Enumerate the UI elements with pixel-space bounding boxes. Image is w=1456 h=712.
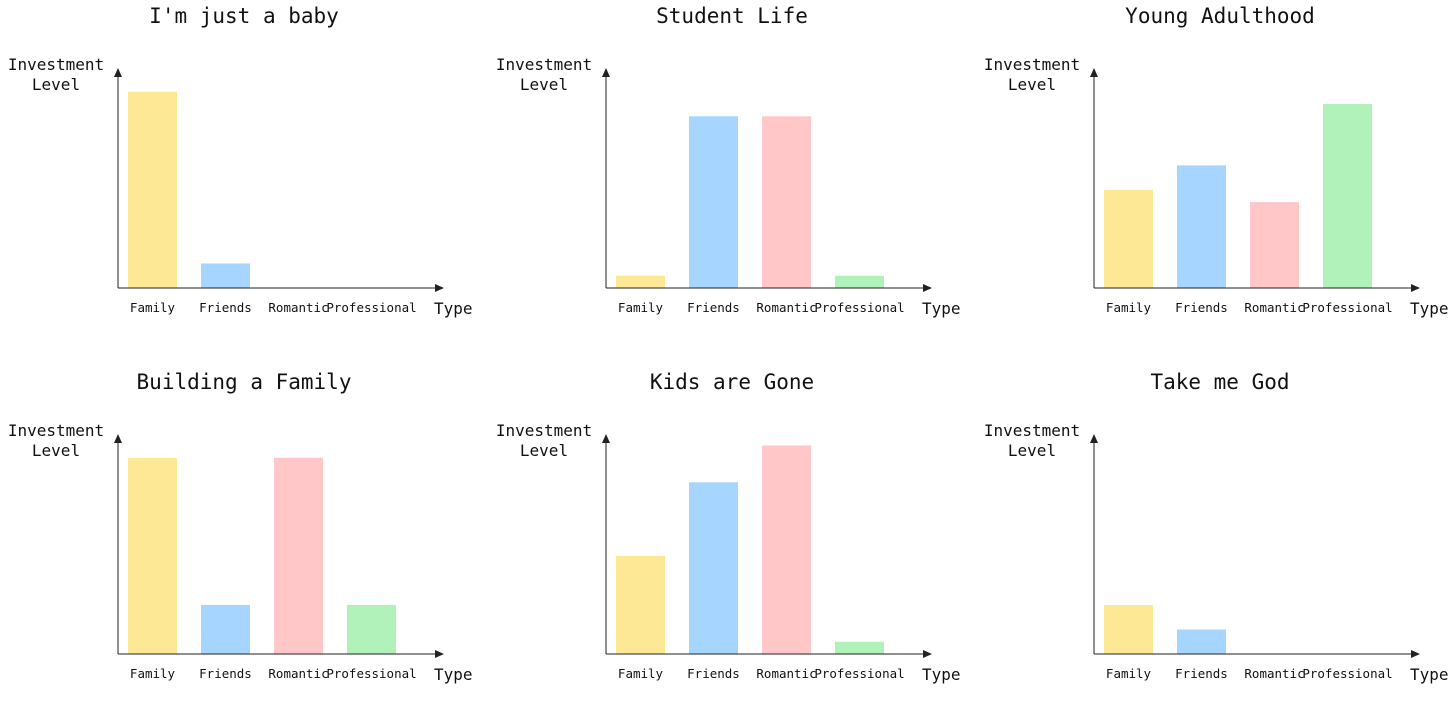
y-axis-arrow — [114, 434, 122, 443]
x-tick-label: Friends — [199, 666, 252, 681]
bar-romantic — [1250, 202, 1299, 288]
y-axis-label-line: Level — [31, 75, 81, 94]
y-axis-arrow — [602, 434, 610, 443]
x-tick-label: Friends — [199, 300, 252, 315]
x-tick-label: Family — [130, 300, 176, 315]
x-tick-label: Family — [618, 300, 664, 315]
bar-professional — [835, 275, 884, 288]
bar-family — [616, 275, 665, 288]
y-axis-arrow — [1090, 68, 1098, 77]
y-axis-label: Investment Level — [976, 55, 1088, 95]
x-tick-label: Romantic — [756, 666, 816, 681]
y-axis-label: Investment Level — [488, 421, 600, 461]
x-tick-label: Professional — [814, 300, 904, 315]
y-axis-arrow — [114, 68, 122, 77]
x-tick-label: Family — [618, 666, 664, 681]
y-axis-label-line: Level — [519, 75, 569, 94]
x-tick-label: Romantic — [268, 300, 328, 315]
y-axis-label: Investment Level — [0, 421, 112, 461]
chart-panel: Kids are Gone Investment Level Type Family Fr… — [488, 366, 976, 712]
bar-family — [1104, 604, 1153, 654]
y-axis-arrow — [1090, 434, 1098, 443]
bar-friends — [201, 263, 250, 288]
chart-panel: I'm just a baby Investment Level Type Family… — [0, 0, 488, 346]
x-tick-label: Family — [130, 666, 176, 681]
bar-family — [128, 457, 177, 654]
x-tick-label: Professional — [1302, 300, 1392, 315]
y-axis-label-line: Investment — [983, 421, 1081, 440]
x-axis-arrow — [923, 650, 932, 658]
chart-panel: Young Adulthood Investment Level Type Family… — [976, 0, 1456, 346]
x-tick-label: Family — [1106, 300, 1152, 315]
bar-friends — [1177, 165, 1226, 288]
bar-family — [616, 555, 665, 654]
x-tick-label: Professional — [814, 666, 904, 681]
x-tick-label: Friends — [1175, 300, 1228, 315]
chart-title: Young Adulthood — [1125, 4, 1315, 28]
y-axis-label-line: Level — [519, 441, 569, 460]
bar-professional — [1323, 104, 1372, 288]
chart-panel: Building a Family Investment Level Type Fami… — [0, 366, 488, 712]
x-axis-label: Type — [1410, 299, 1449, 318]
x-tick-label: Family — [1106, 666, 1152, 681]
y-axis-arrow — [602, 68, 610, 77]
chart-title: Kids are Gone — [649, 370, 815, 394]
y-axis-label-line: Level — [1007, 441, 1057, 460]
x-axis-arrow — [1411, 650, 1420, 658]
chart-title: Student Life — [656, 4, 808, 28]
bar-romantic — [274, 457, 323, 654]
chart-title: I'm just a baby — [149, 4, 339, 28]
x-axis-label: Type — [922, 299, 961, 318]
x-tick-label: Professional — [1302, 666, 1392, 681]
y-axis-label-line: Level — [31, 441, 81, 460]
x-axis-label: Type — [434, 665, 473, 684]
x-axis-arrow — [435, 284, 444, 292]
y-axis-label-line: Investment — [495, 55, 593, 74]
y-axis-label: Investment Level — [488, 55, 600, 95]
x-axis-arrow — [435, 650, 444, 658]
x-axis-arrow — [1411, 284, 1420, 292]
x-tick-label: Romantic — [268, 666, 328, 681]
bar-professional — [835, 641, 884, 654]
bar-family — [128, 91, 177, 288]
x-tick-label: Friends — [687, 300, 740, 315]
y-axis-label-line: Level — [1007, 75, 1057, 94]
y-axis-label: Investment Level — [976, 421, 1088, 461]
x-tick-label: Romantic — [756, 300, 816, 315]
bar-friends — [201, 604, 250, 654]
x-tick-label: Romantic — [1244, 666, 1304, 681]
x-tick-label: Professional — [326, 666, 416, 681]
y-axis-label: Investment Level — [0, 55, 112, 95]
y-axis-label-line: Investment — [7, 421, 105, 440]
bar-friends — [689, 482, 738, 654]
y-axis-label-line: Investment — [983, 55, 1081, 74]
chart-title: Take me God — [1150, 370, 1290, 394]
x-tick-label: Friends — [687, 666, 740, 681]
x-axis-label: Type — [434, 299, 473, 318]
x-axis-label: Type — [1410, 665, 1449, 684]
chart-panel: Take me God Investment Level Type Family Frie… — [976, 366, 1456, 712]
x-tick-label: Friends — [1175, 666, 1228, 681]
bar-professional — [347, 604, 396, 654]
y-axis-label-line: Investment — [495, 421, 593, 440]
chart-title: Building a Family — [136, 370, 352, 394]
bar-romantic — [762, 445, 811, 654]
x-axis-label: Type — [922, 665, 961, 684]
y-axis-label-line: Investment — [7, 55, 105, 74]
bar-romantic — [762, 116, 811, 288]
chart-panel: Student Life Investment Level Type Family Fri… — [488, 0, 976, 346]
bar-family — [1104, 189, 1153, 288]
bar-friends — [689, 116, 738, 288]
bar-friends — [1177, 629, 1226, 654]
x-tick-label: Professional — [326, 300, 416, 315]
x-axis-arrow — [923, 284, 932, 292]
x-tick-label: Romantic — [1244, 300, 1304, 315]
